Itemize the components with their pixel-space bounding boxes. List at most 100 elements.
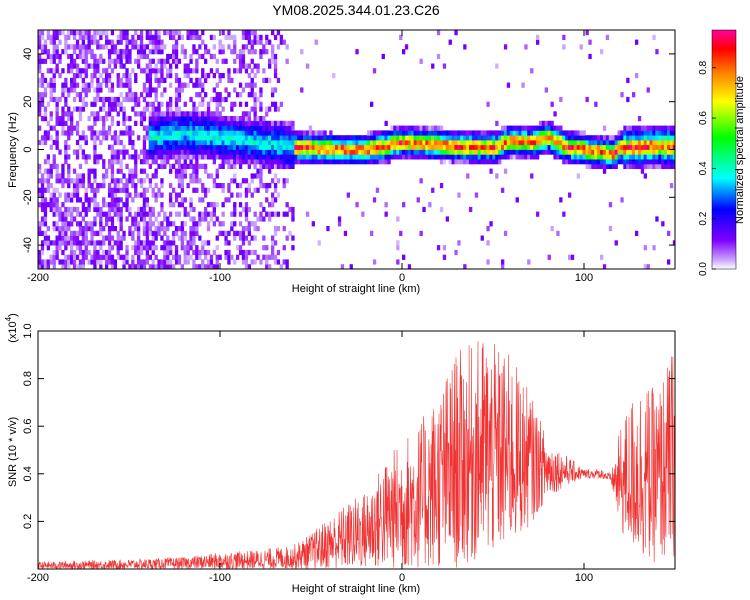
- heatmap-cell: [326, 139, 330, 146]
- heatmap-cell: [43, 139, 48, 146]
- heatmap-cell: [166, 149, 170, 155]
- heatmap-cell: [172, 53, 176, 60]
- y-tick-label: -20: [22, 189, 34, 205]
- heatmap-cell: [256, 120, 260, 126]
- heatmap-cell: [591, 163, 595, 169]
- heatmap-cell: [177, 226, 182, 232]
- heatmap-cell: [250, 125, 254, 131]
- heatmap-cell: [241, 206, 246, 213]
- heatmap-cell: [238, 202, 243, 208]
- heatmap-cell: [84, 221, 88, 227]
- heatmap-cell: [271, 49, 275, 55]
- heatmap-cell: [241, 144, 246, 150]
- heatmap-cell: [192, 34, 196, 40]
- heatmap-cell: [305, 130, 310, 136]
- heatmap-cell: [233, 39, 237, 45]
- heatmap-cell: [664, 130, 668, 136]
- heatmap-cell: [40, 116, 45, 122]
- heatmap-cell: [562, 135, 566, 141]
- heatmap-cell: [454, 30, 458, 36]
- heatmap-cell: [212, 178, 216, 184]
- heatmap-cell: [177, 135, 182, 141]
- heatmap-cell: [265, 49, 269, 55]
- heatmap-cell: [122, 116, 126, 122]
- heatmap-cell: [536, 34, 540, 40]
- heatmap-cell: [157, 144, 161, 150]
- heatmap-cell: [652, 149, 656, 155]
- heatmap-cell: [38, 63, 42, 69]
- heatmap-cell: [238, 192, 243, 198]
- heatmap-cell: [192, 221, 196, 227]
- heatmap-cell: [90, 63, 94, 69]
- heatmap-cell: [61, 49, 65, 55]
- heatmap-cell: [148, 34, 152, 40]
- heatmap-cell: [61, 226, 65, 232]
- heatmap-cell: [180, 87, 184, 93]
- heatmap-cell: [166, 30, 170, 36]
- heatmap-cell: [218, 254, 222, 260]
- heatmap-cell: [46, 245, 50, 251]
- heatmap-cell: [387, 130, 391, 136]
- heatmap-cell: [614, 149, 618, 155]
- heatmap-cell: [96, 183, 100, 189]
- heatmap-cell: [256, 159, 260, 165]
- heatmap-cell: [259, 202, 263, 208]
- heatmap-cell: [221, 144, 225, 150]
- heatmap-cell: [70, 68, 74, 74]
- heatmap-cell: [393, 125, 397, 131]
- heatmap-cell: [90, 187, 94, 193]
- heatmap-cell: [262, 206, 266, 213]
- heatmap-cell: [227, 120, 231, 126]
- heatmap-cell: [384, 202, 388, 208]
- heatmap-cell: [163, 264, 167, 269]
- heatmap-cell: [78, 197, 83, 203]
- heatmap-cell: [594, 144, 598, 150]
- heatmap-cell: [148, 116, 152, 122]
- heatmap-cell: [93, 187, 97, 193]
- heatmap-cell: [597, 154, 601, 160]
- heatmap-cell: [78, 183, 83, 189]
- heatmap-cell: [588, 53, 592, 60]
- heatmap-cell: [454, 139, 458, 146]
- heatmap-cell: [102, 101, 106, 107]
- heatmap-cell: [602, 168, 607, 174]
- heatmap-cell: [107, 111, 112, 117]
- heatmap-cell: [253, 259, 257, 265]
- heatmap-cell: [233, 154, 237, 160]
- heatmap-cell: [410, 135, 414, 141]
- heatmap-cell: [38, 77, 42, 83]
- heatmap-cell: [64, 96, 68, 103]
- heatmap-cell: [116, 111, 120, 117]
- heatmap-cell: [273, 154, 278, 160]
- heatmap-cell: [550, 125, 554, 131]
- heatmap-cell: [142, 197, 147, 203]
- heatmap-cell: [466, 159, 470, 165]
- heatmap-cell: [189, 226, 193, 232]
- heatmap-cell: [364, 144, 368, 150]
- heatmap-cell: [492, 154, 496, 160]
- heatmap-cell: [236, 154, 240, 160]
- heatmap-cell: [87, 221, 91, 227]
- heatmap-cell: [469, 139, 473, 146]
- heatmap-cell: [110, 135, 115, 141]
- heatmap-cell: [352, 159, 356, 165]
- heatmap-cell: [238, 125, 243, 131]
- heatmap-cell: [148, 39, 152, 45]
- heatmap-cell: [212, 139, 216, 146]
- heatmap-cell: [72, 77, 77, 83]
- heatmap-cell: [169, 221, 173, 227]
- heatmap-cell: [294, 159, 298, 165]
- colorbar-tick-label: 0.2: [698, 211, 709, 225]
- heatmap-cell: [113, 226, 117, 232]
- heatmap-cell: [451, 144, 455, 150]
- heatmap-cell: [96, 39, 100, 45]
- heatmap-cell: [148, 139, 152, 146]
- heatmap-cell: [501, 187, 505, 193]
- heatmap-cell: [163, 249, 167, 256]
- heatmap-cell: [381, 130, 385, 136]
- heatmap-cell: [640, 139, 645, 146]
- heatmap-cell: [93, 197, 97, 203]
- heatmap-cell: [515, 130, 519, 136]
- heatmap-cell: [268, 39, 272, 45]
